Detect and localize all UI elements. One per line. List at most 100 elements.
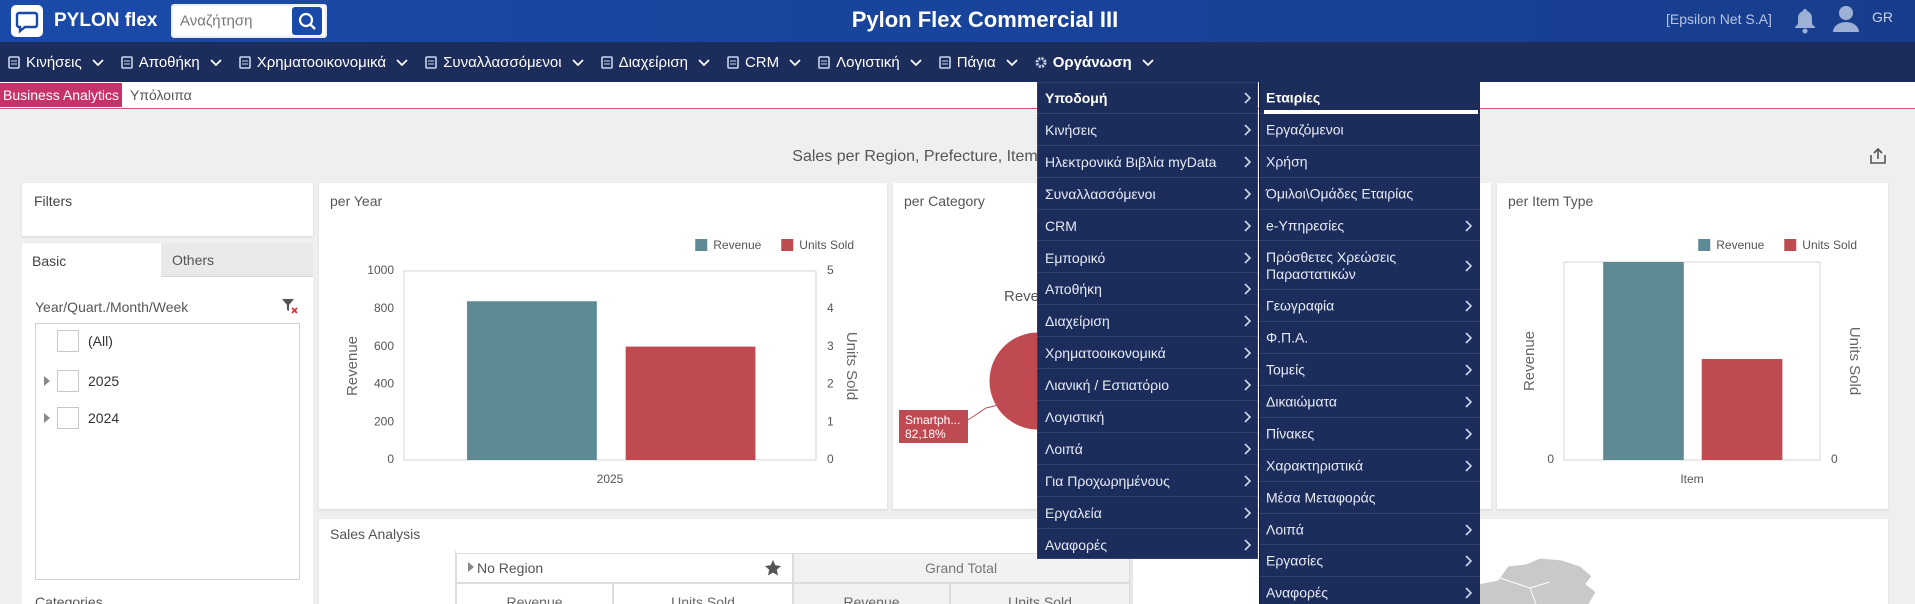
menu-item-icon-part xyxy=(818,55,830,69)
submenu-arrow-part xyxy=(1244,124,1252,136)
menu-item-chevron-part xyxy=(396,59,408,67)
menu-item-chevron-part xyxy=(210,59,222,67)
menu-item[interactable]: Πάγια xyxy=(938,53,1018,71)
submenu-arrow-part xyxy=(1465,460,1473,472)
menu-item-icon xyxy=(425,55,437,69)
dropdown-item[interactable] xyxy=(1037,114,1258,146)
submenu-arrow-part xyxy=(1465,587,1473,599)
menu-item-icon-part xyxy=(818,55,830,69)
dropdown-item[interactable] xyxy=(1037,210,1258,242)
submenu-arrow xyxy=(1243,315,1252,327)
dropdown-item-label: Λογιστική xyxy=(1045,409,1105,425)
favorite-star[interactable] xyxy=(765,560,781,576)
tree-checkbox[interactable] xyxy=(57,407,79,429)
user-icon-part xyxy=(1839,6,1853,20)
menu-item[interactable]: Συναλλασσόμενοι xyxy=(425,54,584,71)
submenu-item[interactable] xyxy=(1259,482,1480,514)
menu-item-chevron-part xyxy=(698,59,710,67)
tree-expander[interactable] xyxy=(43,413,51,423)
pie-category-label: Smartph... xyxy=(905,413,960,427)
menu-item[interactable]: CRM xyxy=(727,54,801,71)
submenu-arrow xyxy=(1243,220,1252,232)
chart-card xyxy=(1497,183,1888,509)
menu-item[interactable]: Χρηματοοικονομικά xyxy=(238,53,408,71)
menu-item[interactable]: Οργάνωση xyxy=(1035,54,1154,71)
dropdown-item[interactable] xyxy=(1037,146,1258,178)
chart-title: per Year xyxy=(330,193,383,209)
submenu-item[interactable] xyxy=(1259,322,1480,355)
menu-item-chevron xyxy=(396,56,408,68)
export-icon[interactable] xyxy=(1869,147,1887,165)
user-icon-part xyxy=(1833,22,1859,32)
menu-item[interactable]: Αποθήκη xyxy=(120,54,222,71)
pivot-expander[interactable] xyxy=(467,562,475,572)
tree-expander-part xyxy=(44,376,50,386)
menu-item-icon-part xyxy=(1035,56,1047,68)
submenu-item[interactable] xyxy=(1259,242,1480,291)
submenu-arrow-part xyxy=(1244,539,1252,551)
notifications-icon-part xyxy=(1795,9,1815,28)
dropdown-item[interactable] xyxy=(1037,369,1258,401)
dropdown-item[interactable] xyxy=(1037,529,1258,561)
menu-item-chevron-part xyxy=(1006,59,1018,67)
tree-checkbox[interactable] xyxy=(57,330,79,352)
menu-item-icon-part xyxy=(8,55,20,69)
filter-tab[interactable] xyxy=(22,243,161,277)
dropdown-item[interactable] xyxy=(1037,242,1258,274)
menu-item[interactable]: Κινήσεις xyxy=(8,54,104,71)
submenu-arrow-part xyxy=(1465,587,1473,599)
menu-item-chevron xyxy=(1142,56,1154,68)
dropdown-item[interactable] xyxy=(1037,401,1258,433)
menu-item-label: Πάγια xyxy=(956,53,996,71)
menu-item[interactable]: Λογιστική xyxy=(818,54,922,71)
clear-filter-icon[interactable] xyxy=(281,297,299,315)
menu-item[interactable]: Διαχείριση xyxy=(600,54,710,71)
y-tick-label: 0 xyxy=(1547,452,1554,466)
dropdown-item[interactable] xyxy=(1037,337,1258,370)
submenu-item[interactable] xyxy=(1259,354,1480,386)
dropdown-item[interactable] xyxy=(1037,178,1258,210)
submenu-arrow-part xyxy=(1244,347,1252,359)
sales-analysis-title: Sales Analysis xyxy=(330,526,421,542)
tree-expander[interactable] xyxy=(43,376,51,386)
submenu-item[interactable] xyxy=(1259,178,1480,210)
page-tab[interactable]: Business Analytics xyxy=(0,83,122,107)
search-button[interactable] xyxy=(292,7,322,35)
submenu-arrow-part xyxy=(1244,315,1252,327)
filter-tab[interactable] xyxy=(161,243,313,277)
legend-label: Revenue xyxy=(713,238,762,252)
submenu-item[interactable] xyxy=(1259,514,1480,546)
submenu-arrow-part xyxy=(1244,315,1252,327)
menu-item-label: Χρηματοοικονομικά xyxy=(256,53,387,71)
submenu-arrow-part xyxy=(1465,396,1473,408)
page-tab[interactable]: Υπόλοιπα xyxy=(130,87,192,103)
user-icon[interactable] xyxy=(1832,4,1860,34)
menu-item-chevron-part xyxy=(789,59,801,67)
submenu-item[interactable] xyxy=(1259,82,1480,114)
submenu-item[interactable] xyxy=(1259,146,1480,178)
dropdown-item[interactable] xyxy=(1037,273,1258,306)
dropdown-item[interactable] xyxy=(1037,82,1258,114)
submenu-item[interactable] xyxy=(1259,210,1480,242)
submenu-item-label: Γεωγραφία xyxy=(1266,297,1335,314)
language-selector[interactable]: GR xyxy=(1872,9,1893,25)
pivot-expander-part xyxy=(468,562,474,572)
submenu-item[interactable] xyxy=(1259,290,1480,323)
dropdown-item[interactable] xyxy=(1037,433,1258,465)
dropdown-item-label: Εργαλεία xyxy=(1045,504,1102,521)
tree-checkbox[interactable] xyxy=(57,370,79,392)
submenu-arrow-part xyxy=(1244,251,1252,264)
filter-field-label: Categories xyxy=(35,594,103,604)
submenu-item[interactable] xyxy=(1259,418,1480,450)
submenu-item[interactable] xyxy=(1259,114,1480,146)
dropdown-item[interactable] xyxy=(1037,305,1258,338)
submenu-arrow xyxy=(1243,156,1252,168)
dropdown-item[interactable] xyxy=(1037,465,1258,497)
submenu-arrow xyxy=(1243,379,1252,391)
dropdown-item[interactable] xyxy=(1037,497,1258,529)
submenu-item[interactable] xyxy=(1259,450,1480,482)
notifications-icon[interactable] xyxy=(1792,6,1818,34)
submenu-item[interactable] xyxy=(1259,546,1480,578)
submenu-item[interactable] xyxy=(1259,386,1480,418)
